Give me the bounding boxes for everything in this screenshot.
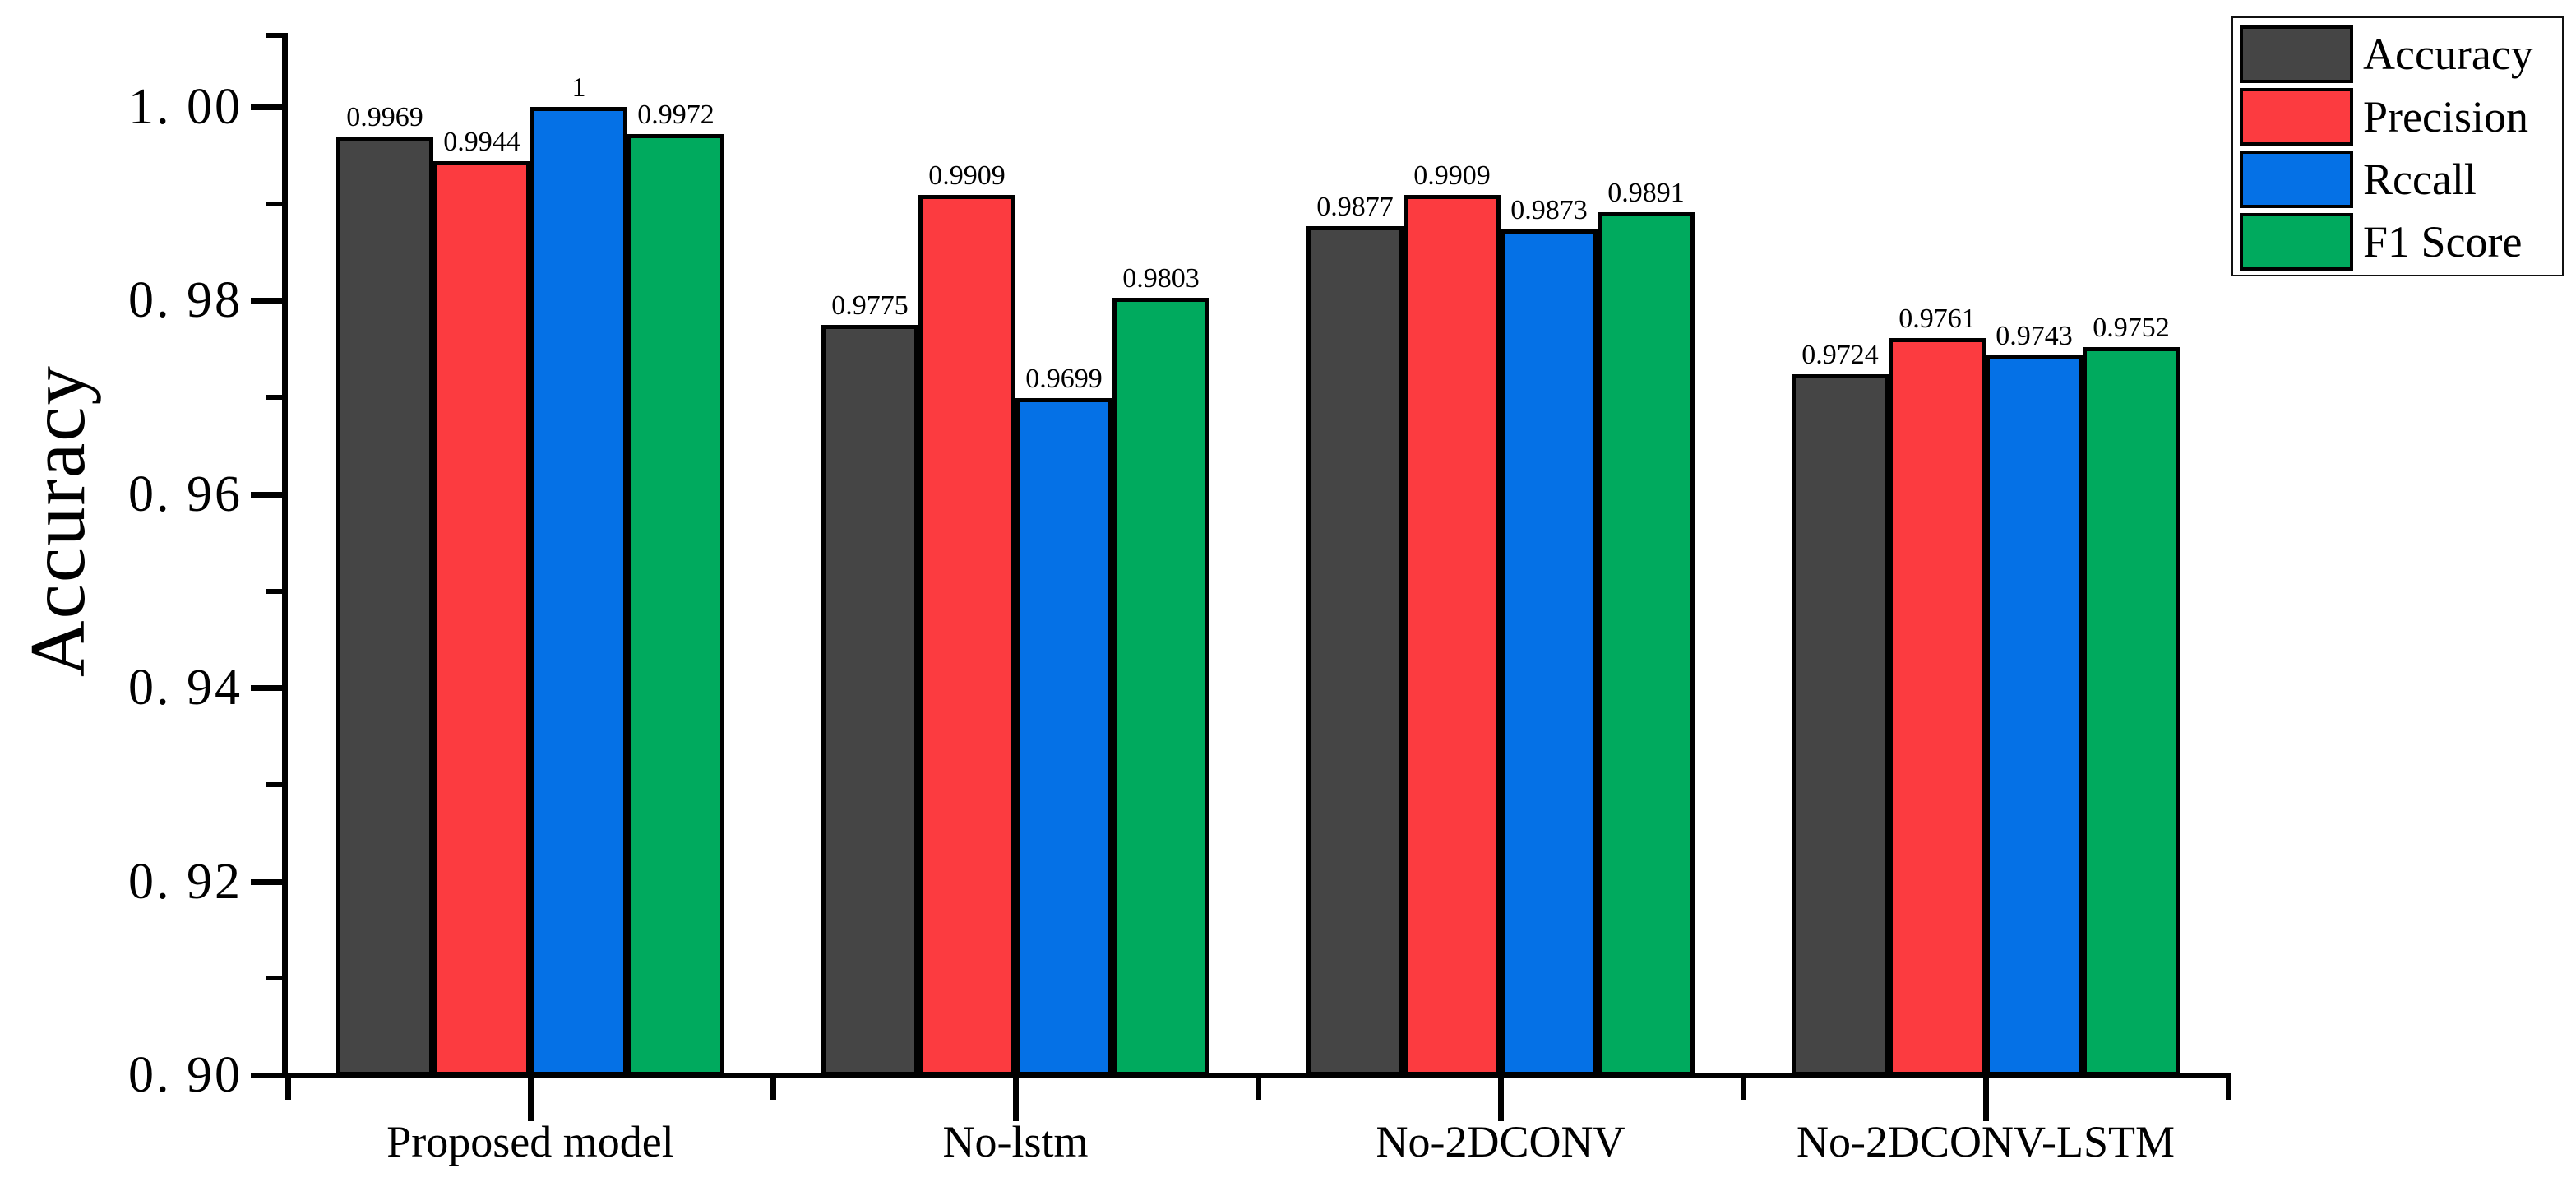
bar-value-label: 0.9724 [1801, 340, 1879, 370]
x-major-tick [1013, 1073, 1019, 1121]
legend-swatch [2240, 151, 2353, 208]
y-tick-label: 1. 00 [128, 79, 243, 135]
y-tick-label: 0. 98 [128, 272, 243, 328]
bar-value-label: 0.9877 [1316, 192, 1394, 222]
bar-value-label: 0.9699 [1025, 364, 1103, 394]
y-minor-tick [266, 589, 282, 594]
legend-item-rccall: Rccall [2233, 148, 2562, 211]
x-major-tick [1983, 1073, 1989, 1121]
legend-label: Rccall [2363, 155, 2477, 204]
y-minor-tick [266, 976, 282, 980]
legend-label: Precision [2363, 92, 2528, 141]
bar-rccall [1986, 355, 2083, 1076]
x-minor-tick [285, 1073, 291, 1100]
bar-f1-score [2083, 347, 2180, 1076]
x-minor-tick [1741, 1073, 1746, 1100]
bar-value-label: 0.9972 [637, 100, 715, 130]
bar-value-label: 0.9944 [443, 127, 520, 157]
legend-swatch [2240, 88, 2353, 146]
y-axis-line [282, 33, 288, 1078]
y-major-tick [251, 1073, 282, 1078]
bar-accuracy [336, 137, 433, 1076]
bar-value-label: 0.9909 [928, 160, 1006, 191]
y-major-tick [251, 492, 282, 498]
bar-precision [1889, 338, 1986, 1076]
bar-rccall [1501, 229, 1598, 1076]
bar-value-label: 0.9752 [2093, 313, 2170, 343]
y-tick-label: 0. 92 [128, 854, 243, 910]
legend-swatch [2240, 213, 2353, 271]
bar-accuracy [821, 325, 918, 1076]
category-label: Proposed model [386, 1117, 674, 1166]
x-minor-tick [1256, 1073, 1261, 1100]
y-major-tick [251, 298, 282, 304]
y-major-tick [251, 104, 282, 110]
bar-f1-score [627, 134, 724, 1076]
bar-value-label: 0.9743 [1996, 321, 2073, 351]
bar-f1-score [1112, 298, 1209, 1076]
legend-label: Accuracy [2363, 30, 2533, 79]
x-major-tick [528, 1073, 534, 1121]
bar-rccall [530, 107, 627, 1076]
y-minor-tick [266, 782, 282, 787]
y-axis-end-tick [266, 33, 282, 38]
x-minor-tick [770, 1073, 776, 1100]
legend-swatch [2240, 25, 2353, 83]
bar-f1-score [1598, 212, 1695, 1076]
bar-value-label: 0.9761 [1898, 304, 1976, 334]
y-major-tick [251, 685, 282, 691]
legend-item-accuracy: Accuracy [2233, 23, 2562, 86]
category-label: No-lstm [942, 1117, 1089, 1166]
bar-value-label: 0.9803 [1122, 263, 1200, 294]
bar-value-label: 0.9909 [1413, 160, 1491, 191]
legend-item-f1-score: F1 Score [2233, 211, 2562, 273]
bar-value-label: 0.9969 [346, 102, 423, 132]
legend-item-precision: Precision [2233, 86, 2562, 148]
bar-precision [433, 161, 530, 1076]
legend-label: F1 Score [2363, 217, 2523, 267]
y-minor-tick [266, 202, 282, 206]
bar-value-label: 1 [571, 72, 586, 103]
bar-value-label: 0.9775 [831, 290, 909, 321]
y-tick-label: 0. 96 [128, 466, 243, 522]
y-tick-label: 0. 90 [128, 1047, 243, 1103]
category-label: No-2DCONV-LSTM [1796, 1117, 2176, 1166]
x-minor-tick [2226, 1073, 2231, 1100]
bar-value-label: 0.9891 [1607, 178, 1685, 208]
bar-precision [918, 195, 1015, 1076]
legend: Accuracy Precision Rccall F1 Score [2231, 16, 2564, 276]
y-major-tick [251, 879, 282, 885]
x-major-tick [1498, 1073, 1504, 1121]
y-tick-label: 0. 94 [128, 660, 243, 716]
category-label: No-2DCONV [1376, 1117, 1626, 1166]
bar-rccall [1015, 398, 1112, 1076]
bar-precision [1404, 195, 1501, 1076]
bar-accuracy [1306, 226, 1404, 1076]
bar-value-label: 0.9873 [1510, 195, 1588, 225]
bar-accuracy [1792, 374, 1889, 1076]
y-minor-tick [266, 395, 282, 400]
